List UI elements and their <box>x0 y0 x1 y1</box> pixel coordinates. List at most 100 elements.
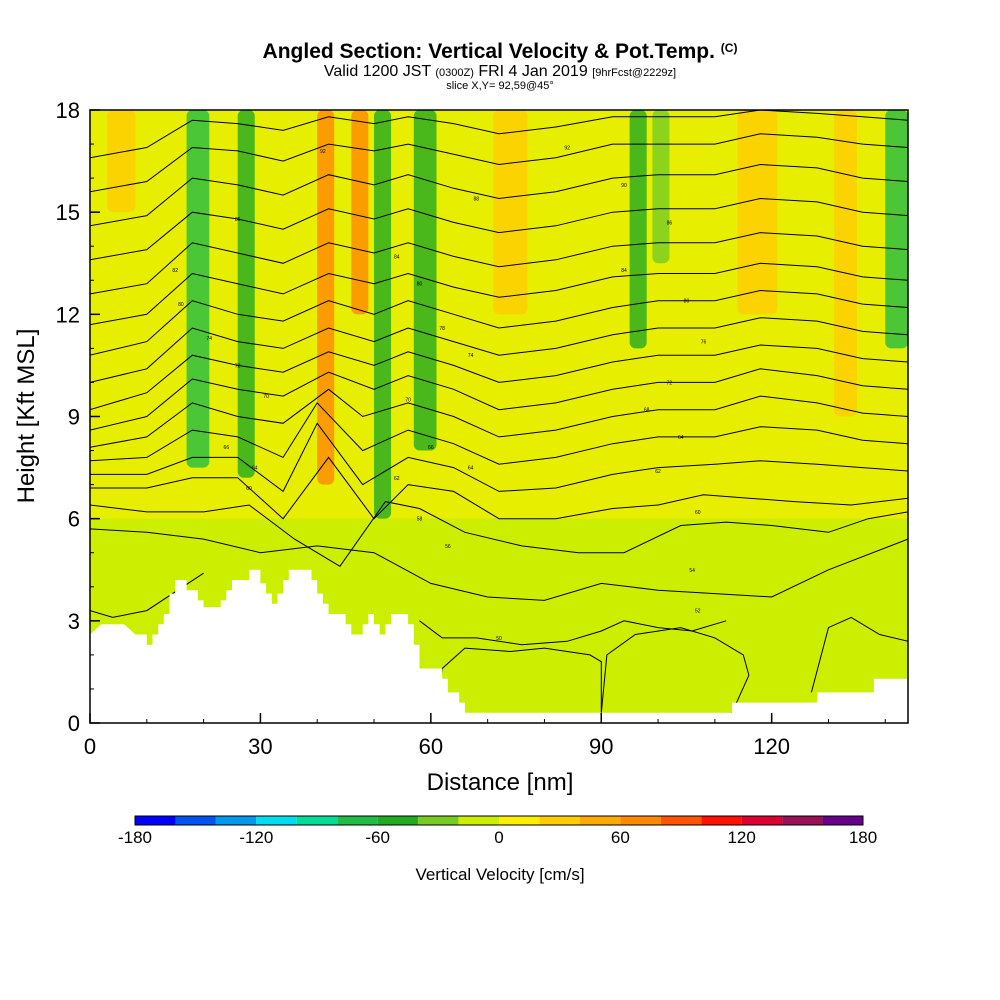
y-tick-label: 12 <box>56 302 80 327</box>
colorbar-tick-label: 0 <box>494 828 503 847</box>
contour-label: 84 <box>394 254 400 260</box>
theta-contours <box>90 110 908 714</box>
contour-label: 60 <box>246 486 252 492</box>
velocity-band <box>351 110 369 315</box>
contour-label: 52 <box>695 609 701 615</box>
x-axis-title: Distance [nm] <box>427 769 574 796</box>
x-tick-label: 30 <box>248 734 272 759</box>
colorbar-tick-label: 120 <box>727 828 755 847</box>
x-tick-label: 90 <box>589 734 613 759</box>
colorbar-swatch <box>377 816 419 825</box>
velocity-band <box>834 110 857 417</box>
theta-contour-line <box>90 456 908 520</box>
contour-label: 90 <box>621 183 627 189</box>
contour-label: 64 <box>252 466 258 472</box>
contour-label: 80 <box>417 282 423 288</box>
y-tick-label: 0 <box>68 711 80 736</box>
chart-valid-line: Valid 1200 JST (0300Z) FRI 4 Jan 2019 [9… <box>323 63 677 80</box>
colorbar-swatch <box>337 816 378 825</box>
contour-label: 92 <box>320 149 326 155</box>
terrain-mask <box>90 569 908 723</box>
theta-contour-line <box>90 163 908 227</box>
theta-contour-line <box>90 317 908 383</box>
axes: 0 30 60 90 120 0 3 6 9 12 15 18 <box>56 98 886 759</box>
velocity-band <box>652 110 670 264</box>
theta-contour-line <box>600 627 750 714</box>
chart-title: Angled Section: Vertical Velocity & Pot.… <box>262 40 738 63</box>
colorbar-swatch <box>458 816 499 825</box>
colorbar-swatch <box>620 816 661 825</box>
theta-contour-line <box>419 620 727 646</box>
colorbar-tick-label: 180 <box>849 828 877 847</box>
contour-label: 78 <box>439 326 445 332</box>
velocity-band <box>237 110 255 478</box>
theta-contour-line <box>90 289 908 356</box>
contour-label: 54 <box>689 568 695 574</box>
x-tick-label: 60 <box>419 734 443 759</box>
contour-label: 72 <box>667 380 673 386</box>
theta-contour-line <box>90 133 908 193</box>
colorbar-swatch <box>539 816 580 825</box>
velocity-band <box>737 110 778 315</box>
contour-label: 66 <box>428 445 434 451</box>
contour-label: 64 <box>678 435 684 441</box>
title-mark: (C) <box>720 41 738 55</box>
colorbar-frame <box>134 815 864 826</box>
contour-label: 92 <box>564 145 570 151</box>
theta-contour-line <box>436 647 602 713</box>
colorbar-swatch <box>579 816 621 825</box>
contour-label: 72 <box>235 363 241 369</box>
theta-contour-line <box>90 388 908 448</box>
colorbar-tick-label: -60 <box>365 828 390 847</box>
theta-contour-line <box>90 262 908 326</box>
contour-label: 86 <box>235 217 241 223</box>
colorbar-tick-label: 60 <box>611 828 630 847</box>
colorbar-swatch <box>822 816 863 825</box>
contour-label: 70 <box>263 394 269 400</box>
contour-label: 82 <box>172 268 178 274</box>
contour-labels: 92 92 90 88 86 86 84 84 82 80 80 80 78 76 74 74 72 72 70 70… <box>172 145 706 641</box>
y-tick-label: 15 <box>56 200 80 225</box>
theta-contour-line <box>90 528 908 601</box>
contour-label: 66 <box>224 445 230 451</box>
y-axis-title: Height [Kft MSL] <box>13 329 40 504</box>
contour-label: 74 <box>207 336 213 342</box>
contour-label: 50 <box>496 636 502 642</box>
theta-contour-line <box>90 422 908 493</box>
theta-contour-line <box>90 232 908 295</box>
contour-label: 88 <box>473 197 479 203</box>
contour-label: 58 <box>417 517 423 523</box>
contour-label: 62 <box>394 476 400 482</box>
y-tick-label: 3 <box>68 609 80 634</box>
colorbar-swatch <box>256 816 297 825</box>
colorbar-tick-label: -120 <box>239 828 273 847</box>
theta-contour-line <box>90 197 908 261</box>
colorbar-swatch <box>215 816 257 825</box>
colorbar-swatch <box>741 816 783 825</box>
colorbar: -180 -120 -60 0 60 120 180 <box>118 815 877 847</box>
contour-label: 86 <box>667 220 673 226</box>
colorbar-swatch <box>135 816 176 825</box>
colorbar-swatch <box>701 816 742 825</box>
colorbar-swatch <box>782 816 823 825</box>
y-tick-label: 9 <box>68 405 80 430</box>
chart-slice-line: slice X,Y= 92,59@45° <box>446 80 554 92</box>
colorbar-swatch <box>418 816 459 825</box>
contour-label: 76 <box>701 340 707 346</box>
terrain <box>90 569 908 723</box>
colorbar-swatch <box>175 816 216 825</box>
contour-label: 74 <box>468 353 474 359</box>
theta-contour-line <box>90 368 908 431</box>
velocity-band <box>493 110 528 315</box>
contour-label: 84 <box>621 268 627 274</box>
theta-contour-line <box>90 402 908 465</box>
contour-label: 80 <box>684 299 690 305</box>
contour-label: 62 <box>655 469 661 475</box>
velocity-band <box>317 110 335 485</box>
contour-label: 68 <box>644 408 650 414</box>
contour-label: 64 <box>468 466 474 472</box>
contour-label: 70 <box>405 397 411 403</box>
colorbar-swatch <box>660 816 702 825</box>
colorbar-tick-label: -180 <box>118 828 152 847</box>
